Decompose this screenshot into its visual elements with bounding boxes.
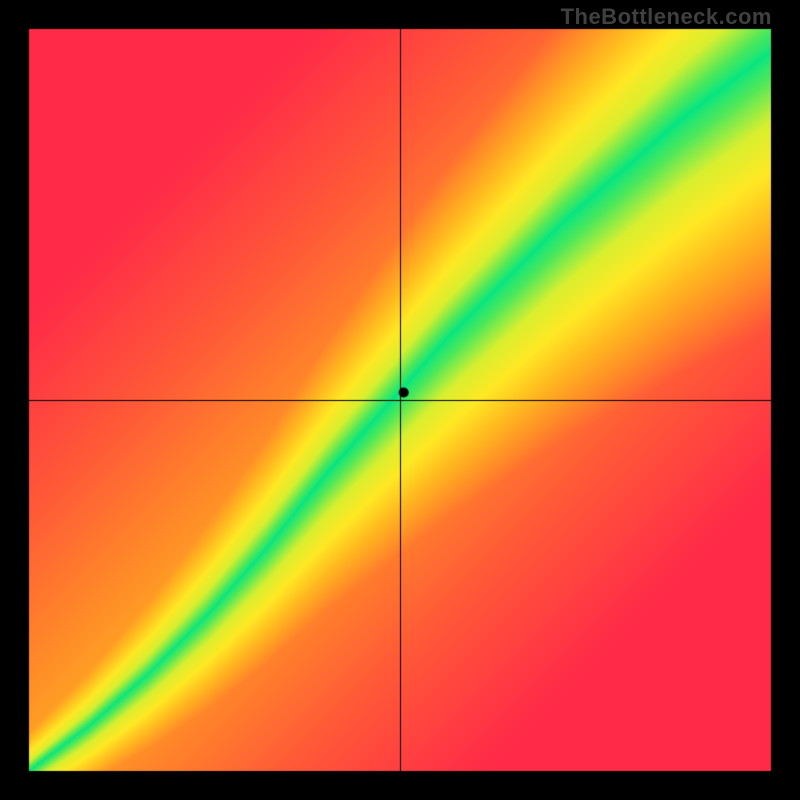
watermark-text: TheBottleneck.com [561, 4, 772, 30]
chart-container: TheBottleneck.com [0, 0, 800, 800]
bottleneck-heatmap-canvas [0, 0, 800, 800]
